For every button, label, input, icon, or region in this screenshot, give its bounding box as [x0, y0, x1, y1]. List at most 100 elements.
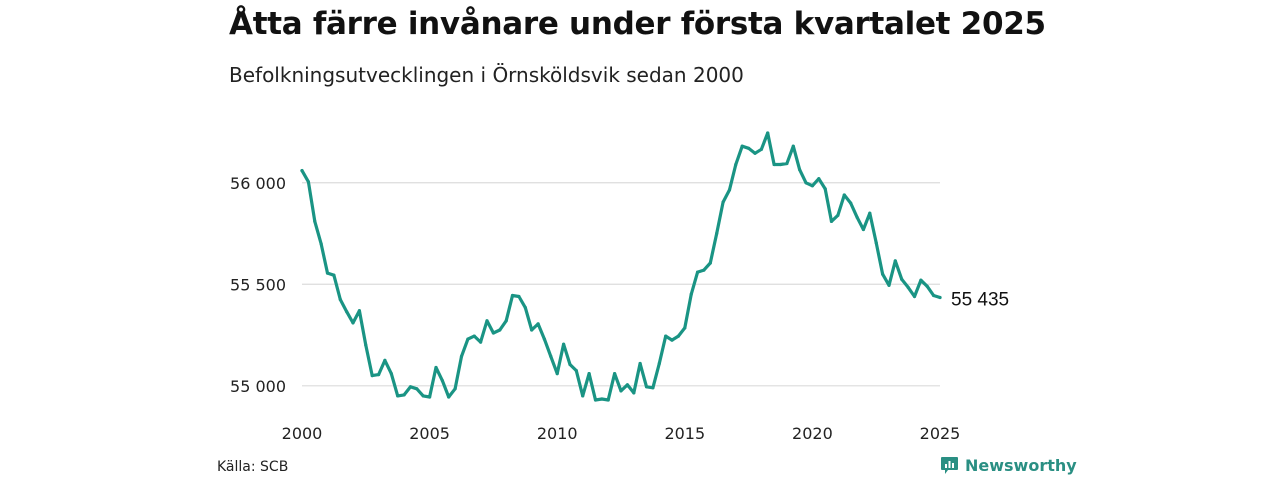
series-population [300, 131, 942, 402]
data-point [778, 162, 783, 167]
data-points [300, 131, 942, 402]
data-point [370, 374, 374, 378]
x-tick-label: 2000 [282, 424, 323, 443]
newsworthy-logo-icon [941, 457, 958, 474]
data-point [804, 181, 808, 185]
data-point [300, 169, 304, 173]
data-point [345, 310, 349, 314]
data-point [383, 358, 387, 362]
data-point [459, 354, 464, 358]
data-point [313, 219, 317, 223]
data-point [791, 144, 795, 148]
data-point [868, 211, 872, 215]
data-point [472, 334, 476, 338]
data-point [421, 394, 425, 398]
y-tick-label: 55 500 [230, 275, 286, 294]
data-point [364, 343, 368, 347]
data-point [351, 321, 355, 325]
data-point [906, 285, 910, 289]
data-point [849, 201, 853, 205]
data-point [861, 227, 866, 232]
data-point [925, 284, 929, 288]
data-point [555, 372, 559, 376]
y-tick-label: 55 000 [230, 377, 286, 396]
data-point [721, 200, 725, 204]
data-point [766, 131, 770, 135]
data-point [772, 162, 776, 167]
data-point [574, 369, 578, 373]
data-point [408, 385, 413, 389]
data-point [606, 398, 610, 402]
data-point [428, 395, 432, 399]
data-point [683, 326, 687, 330]
data-point [434, 365, 438, 370]
data-point [402, 393, 406, 397]
y-tick-label: 56 000 [230, 174, 286, 193]
data-point [932, 293, 936, 298]
data-point [881, 272, 885, 276]
data-point [562, 342, 566, 346]
data-point [485, 319, 489, 323]
data-point [593, 398, 598, 402]
data-point [389, 372, 393, 376]
data-point [689, 292, 693, 296]
data-point [900, 277, 904, 281]
brand-name: Newsworthy [965, 456, 1077, 475]
data-point [842, 193, 846, 197]
data-point [587, 372, 591, 376]
data-point [638, 361, 642, 366]
data-point [785, 161, 789, 166]
data-point [600, 397, 604, 401]
data-point [874, 241, 878, 245]
data-point [479, 340, 483, 344]
data-point [798, 168, 802, 172]
data-point [912, 294, 917, 299]
data-point [440, 379, 444, 383]
data-point [325, 271, 330, 275]
data-point [727, 188, 732, 192]
data-point [523, 306, 527, 310]
x-tick-label: 2010 [537, 424, 578, 443]
x-tick-label: 2025 [920, 424, 961, 443]
data-point [919, 278, 923, 282]
population-line [300, 131, 942, 402]
data-point [530, 328, 534, 332]
source-note: Källa: SCB [217, 459, 289, 475]
x-axis-tick-labels: 2000 2005 2010 2015 2020 2025 [282, 424, 961, 443]
brand: Newsworthy [940, 456, 1077, 475]
data-point [542, 337, 547, 341]
data-point [306, 180, 310, 184]
data-point [613, 372, 617, 376]
data-point [893, 259, 897, 263]
chart-title: Åtta färre invånare under första kvartal… [229, 6, 1046, 42]
data-point [319, 242, 323, 246]
data-point [836, 213, 840, 217]
data-point [938, 295, 942, 300]
data-point [504, 319, 508, 323]
data-point [810, 184, 815, 188]
data-point [855, 215, 859, 219]
data-point [568, 362, 572, 367]
data-point [625, 383, 630, 387]
data-point [657, 361, 661, 366]
x-tick-label: 2020 [792, 424, 833, 443]
data-point [644, 385, 649, 389]
data-point [670, 338, 674, 342]
data-point [466, 337, 470, 341]
data-point [619, 389, 623, 393]
data-point [549, 354, 553, 358]
data-point [536, 322, 540, 326]
chart-subtitle: Befolkningsutvecklingen i Örnsköldsvik s… [229, 63, 744, 87]
data-point [651, 386, 655, 390]
data-point [332, 273, 336, 277]
data-point [759, 147, 764, 151]
data-point [696, 270, 700, 274]
data-point [823, 187, 827, 191]
data-point [377, 373, 381, 377]
data-point [702, 268, 706, 272]
data-point [338, 297, 342, 302]
data-point [664, 334, 668, 338]
data-point [453, 387, 457, 391]
data-point [734, 162, 738, 167]
